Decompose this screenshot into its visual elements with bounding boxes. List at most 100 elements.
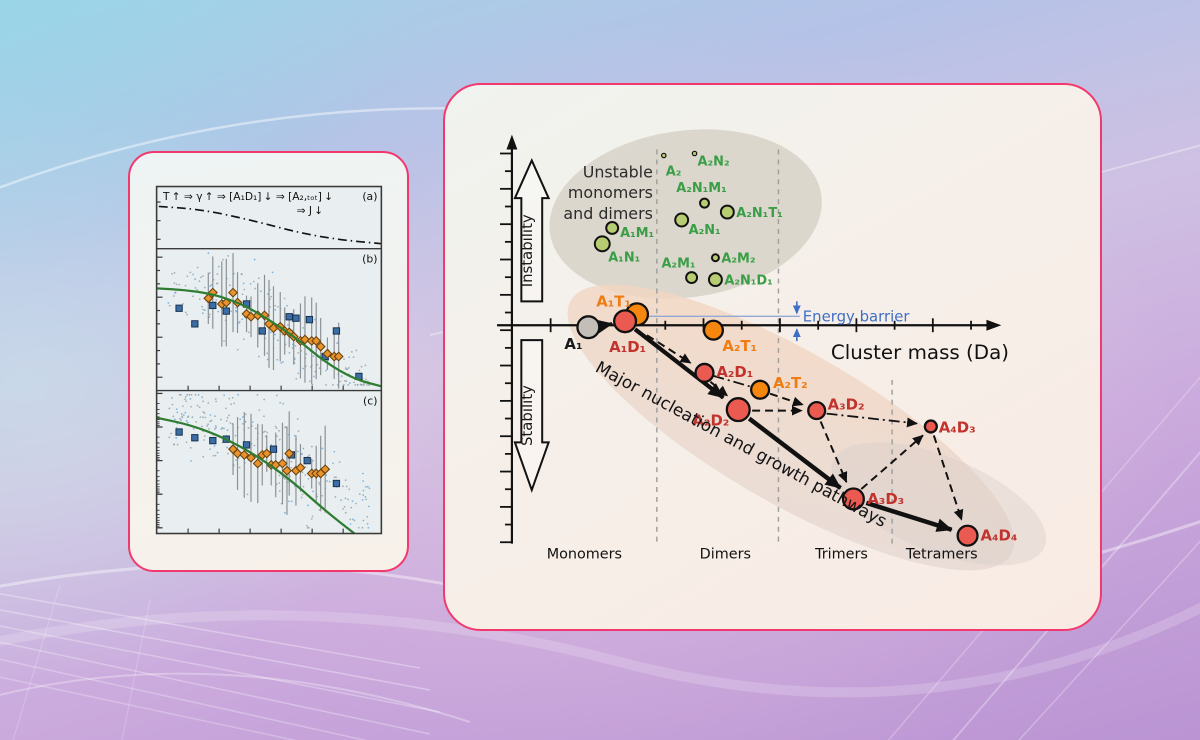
scatter-dot — [312, 490, 314, 493]
scatter-dot — [365, 486, 367, 488]
plot-frame — [155, 185, 383, 535]
unstable-cluster-label: A₂ — [666, 164, 682, 179]
scatter-dot — [362, 519, 365, 522]
scatter-dot — [274, 333, 276, 336]
scatter-dot — [196, 288, 199, 291]
edge-A1D1-A2D2 — [633, 327, 725, 400]
scatter-dot — [175, 427, 178, 429]
scatter-dot — [189, 397, 192, 400]
scatter-dot — [217, 310, 220, 313]
left-figure-panel: T ↑ ⇒ γ ↑ ⇒ [A₁D₁] ↓ ⇒ [A₂,ₜₒₜ] ↓ ⇒ J ↓ (a… — [128, 151, 409, 572]
scatter-dot — [173, 271, 176, 274]
scatter-dot — [234, 434, 237, 437]
scatter-dot — [235, 306, 237, 309]
scatter-dot — [302, 367, 304, 370]
scatter-dot — [194, 278, 197, 281]
scatter-dot — [316, 495, 319, 498]
scatter-dot — [208, 313, 211, 316]
scatter-dot — [317, 481, 320, 484]
scatter-dot — [264, 430, 267, 433]
scatter-dot — [290, 500, 293, 503]
scatter-dot — [189, 271, 192, 274]
scatter-dot — [200, 276, 202, 279]
scatter-dot — [223, 340, 225, 342]
scatter-dot — [235, 310, 238, 313]
scatter-dot — [223, 394, 226, 397]
scatter-dot — [350, 506, 353, 509]
scatter-dot — [186, 313, 188, 316]
scatter-dot — [358, 369, 361, 372]
scatter-dot — [209, 285, 212, 287]
scatter-dot — [325, 383, 327, 386]
region-label-Tetramers: Tetramers — [905, 547, 978, 563]
scatter-dot — [233, 402, 236, 405]
median-square-marker — [175, 304, 183, 312]
scatter-dot — [238, 466, 241, 469]
scatter-dot — [188, 393, 191, 396]
scatter-dot — [360, 365, 363, 368]
scatter-dot — [214, 415, 216, 417]
region-label-Trimers: Trimers — [814, 547, 868, 563]
scatter-dot — [201, 312, 204, 315]
scatter-dot — [353, 381, 355, 384]
scatter-dot — [326, 480, 328, 482]
scatter-dot — [184, 411, 187, 414]
edge-A2T2-A3D2 — [769, 392, 804, 407]
scatter-dot — [202, 400, 205, 403]
scatter-dot — [325, 474, 328, 477]
scatter-dot — [175, 283, 178, 286]
mean-diamond-marker — [320, 464, 331, 475]
scatter-dot — [204, 309, 206, 312]
scatter-dot — [306, 524, 308, 527]
scatter-dot — [357, 526, 360, 529]
node-label-A3D3: A₃D₃ — [867, 490, 904, 508]
node-A1 — [576, 315, 601, 340]
mean-diamond-marker — [252, 458, 263, 469]
mean-diamond-marker — [232, 448, 243, 459]
scatter-dot — [241, 293, 244, 296]
scatter-dot — [344, 479, 347, 481]
scatter-dot — [302, 485, 305, 488]
scatter-dot — [368, 383, 370, 386]
unstable-cluster-label: A₁M₁ — [620, 226, 654, 241]
unstable-cluster-A₂N₁M₁ — [699, 197, 710, 209]
scatter-dot — [186, 421, 189, 424]
scatter-dot — [228, 414, 230, 417]
scatter-dot — [167, 301, 170, 304]
scatter-dot — [176, 443, 179, 446]
scatter-dot — [282, 402, 284, 405]
scatter-dot — [230, 403, 232, 406]
scatter-dot — [344, 380, 346, 382]
scatter-dot — [300, 496, 303, 499]
scatter-dot — [240, 273, 243, 276]
scatter-dot — [343, 383, 345, 386]
scatter-dot — [258, 409, 261, 411]
unstable-cluster-label: A₂N₁T₁ — [736, 206, 783, 221]
edge-A3D3-A4D3 — [860, 434, 924, 490]
scatter-dot — [170, 432, 172, 435]
scatter-dot — [301, 471, 304, 474]
scatter-dot — [191, 416, 194, 419]
scatter-dot — [171, 396, 173, 399]
node-A4D4 — [956, 524, 979, 547]
instability-arrow-icon — [513, 158, 551, 303]
right-diagram-panel: Instability Stability Energy barrier A₂ A₂N₂… — [443, 83, 1102, 631]
mean-diamond-marker — [281, 465, 292, 476]
scatter-dot — [286, 304, 288, 307]
tetramer-ellipse — [831, 442, 1047, 566]
node-A3D2 — [807, 401, 827, 421]
scatter-dot — [196, 404, 199, 407]
median-square-marker — [292, 314, 300, 322]
scatter-dot — [203, 439, 205, 441]
unstable-cluster-label: A₂M₁ — [661, 257, 695, 272]
scatter-dot — [171, 403, 174, 406]
median-square-marker — [305, 315, 314, 324]
median-square-marker — [191, 434, 199, 442]
scatter-dot — [274, 425, 277, 428]
mean-diamond-marker — [203, 293, 214, 304]
scatter-dot — [253, 258, 256, 261]
scatter-dot — [283, 297, 286, 300]
unstable-cluster-A₂M₂ — [710, 253, 720, 263]
scatter-dot — [306, 526, 309, 529]
scatter-dot — [242, 422, 244, 425]
